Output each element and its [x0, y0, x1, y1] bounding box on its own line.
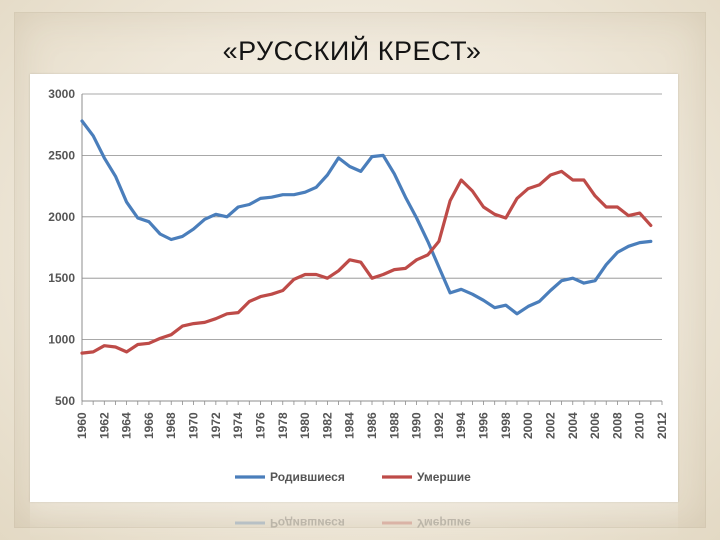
- chart-card: 500 1000 1500 2000 2500 3000 1960 1962 1964 1966…: [30, 74, 678, 502]
- x-tick-label: 2012: [655, 412, 669, 439]
- births-deaths-line-chart: 500 1000 1500 2000 2500 3000 1960 1962 1964 1966…: [48, 87, 669, 484]
- y-tick-label: 2500: [48, 148, 75, 162]
- legend: Родившиеся Умершие: [235, 470, 471, 484]
- x-tick-labels: 1960 1962 1964 1966 1968 1970 1972 1974 1976 1978…: [75, 412, 669, 439]
- series-line-births: [80, 119, 653, 316]
- x-tick-label: 2002: [543, 412, 557, 439]
- x-tick-label: 1998: [499, 412, 513, 439]
- x-tick-label: 1984: [343, 412, 357, 439]
- x-tick-label: 1990: [410, 412, 424, 439]
- x-tick-label: 1982: [320, 412, 334, 439]
- series-lines: [80, 119, 653, 355]
- x-tick-label: 1978: [276, 412, 290, 439]
- legend-reflection-label: Родившиеся: [270, 516, 345, 530]
- x-tick-label: 1966: [142, 412, 156, 439]
- legend-reflection: Родившиеся: [235, 516, 345, 530]
- x-tick-label: 1980: [298, 412, 312, 439]
- x-tick-label: 1986: [365, 412, 379, 439]
- chart-reflection: Родившиеся Умершие: [30, 502, 678, 538]
- legend-label: Умершие: [417, 470, 471, 484]
- legend-label: Родившиеся: [270, 470, 345, 484]
- x-tick-label: 1968: [164, 412, 178, 439]
- axes: [81, 94, 663, 405]
- y-tick-label: 1500: [48, 271, 75, 285]
- x-tick-label: 1974: [231, 412, 245, 439]
- slide-title: «РУССКИЙ КРЕСТ»: [222, 36, 482, 66]
- y-tick-label: 2000: [48, 210, 75, 224]
- legend-reflection-label: Умершие: [417, 516, 471, 530]
- grid-lines: [82, 93, 662, 341]
- x-tick-label: 2004: [566, 412, 580, 439]
- x-tick-label: 1970: [187, 412, 201, 439]
- slide-frame: [14, 12, 706, 528]
- x-tick-label: 2006: [588, 412, 602, 439]
- x-tick-label: 2008: [610, 412, 624, 439]
- x-tick-label: 1960: [75, 412, 89, 439]
- y-tick-label: 3000: [48, 87, 75, 101]
- x-tick-label: 1994: [454, 412, 468, 439]
- x-tick-label: 2000: [521, 412, 535, 439]
- x-tick-label: 1964: [120, 412, 134, 439]
- x-tick-label: 1992: [432, 412, 446, 439]
- x-tick-label: 1976: [253, 412, 267, 439]
- x-tick-label: 1996: [477, 412, 491, 439]
- y-tick-label: 1000: [48, 333, 75, 347]
- x-tick-label: 1962: [97, 412, 111, 439]
- x-tick-label: 2010: [633, 412, 647, 439]
- y-tick-labels: 500 1000 1500 2000 2500 3000: [48, 87, 75, 408]
- x-tick-label: 1972: [209, 412, 223, 439]
- x-tick-label: 1988: [387, 412, 401, 439]
- y-tick-label: 500: [55, 394, 75, 408]
- series-line-deaths: [80, 169, 653, 355]
- legend-reflection: Умершие: [382, 516, 471, 530]
